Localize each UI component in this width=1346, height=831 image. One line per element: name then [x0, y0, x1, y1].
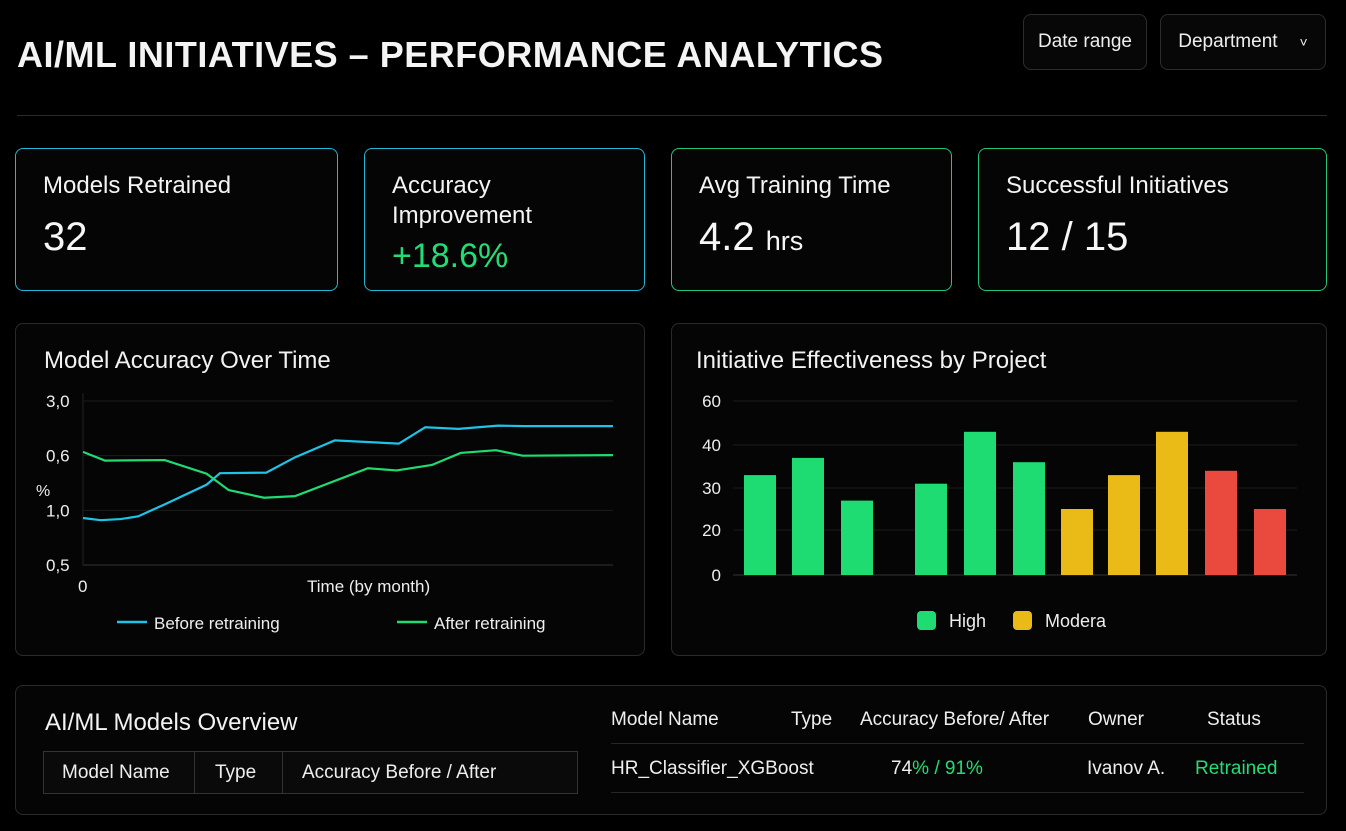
y-axis-label: %	[36, 483, 50, 500]
legend-swatch	[1013, 611, 1032, 630]
bar-moderate	[1061, 509, 1093, 575]
column-header-type[interactable]: Type	[195, 752, 283, 793]
accuracy-after: % / 91%	[912, 758, 983, 779]
legend-label: High	[949, 611, 986, 631]
kpi-unit: hrs	[765, 226, 804, 256]
kpi-accuracy-improvement: Accuracy Improvement +18.6%	[364, 148, 645, 291]
cell-model-name: HR_Classifier_XGBoost	[611, 758, 814, 779]
kpi-avg-training-time: Avg Training Time 4.2 hrs	[671, 148, 952, 291]
cell-accuracy: 74% / 91%	[891, 758, 983, 780]
column-header-status[interactable]: Status	[1207, 709, 1261, 730]
bar-moderate	[1108, 475, 1140, 575]
y-tick-label: 40	[702, 436, 721, 455]
y-tick-label: 30	[702, 479, 721, 498]
legend-label: After retraining	[434, 614, 546, 633]
y-tick-label: 0	[712, 566, 721, 585]
bar-high	[915, 483, 947, 575]
kpi-label: Avg Training Time	[699, 172, 891, 199]
kpi-value: +18.6%	[392, 237, 509, 275]
column-header-model-name[interactable]: Model Name	[44, 752, 195, 793]
table-row[interactable]: HR_Classifier_XGBoost 74% / 91% Ivanov A…	[611, 744, 1304, 792]
kpi-successful-initiatives: Successful Initiatives 12 / 15	[978, 148, 1327, 291]
bar-high	[841, 500, 873, 575]
bar-high	[792, 457, 824, 575]
accuracy-chart-panel	[15, 323, 645, 656]
column-header-accuracy[interactable]: Accuracy Before/ After	[860, 709, 1050, 730]
department-label: Department	[1178, 31, 1278, 52]
accuracy-before: 74	[891, 758, 913, 779]
legend-label: Modera	[1045, 611, 1107, 631]
bar-chart: 0 20 30 40 60 High Modera	[702, 392, 1297, 631]
bar-high	[1013, 462, 1045, 575]
kpi-value: 4.2	[699, 215, 755, 259]
date-range-label: Date range	[1037, 31, 1132, 52]
kpi-models-retrained: Models Retrained 32	[15, 148, 338, 291]
y-tick-label: 0,5	[46, 556, 70, 575]
kpi-value: 12 / 15	[1006, 215, 1129, 259]
bar-high	[964, 431, 996, 575]
header-divider	[17, 115, 1327, 116]
date-range-button[interactable]: Date range	[1023, 14, 1147, 70]
series-line-before	[82, 424, 613, 522]
left-table-header: Model Name Type Accuracy Before / After	[43, 751, 578, 794]
legend-swatch	[917, 611, 936, 630]
kpi-label: Accuracy Improvement	[392, 172, 533, 229]
line-chart: 0,5 1,0 0,6 3,0% 0 Time (by month) Before retr…	[36, 392, 614, 633]
accuracy-chart-title: Model Accuracy Over Time	[44, 347, 331, 374]
kpi-value: 32	[43, 215, 88, 259]
models-overview-title: AI/ML Models Overview	[45, 709, 298, 736]
cell-owner: Ivanov A.	[1087, 758, 1166, 779]
bar-low	[1205, 470, 1237, 575]
row-divider	[611, 792, 1304, 793]
legend-label: Before retraining	[154, 614, 280, 633]
status-badge: Retrained	[1195, 758, 1278, 779]
bar-low	[1254, 509, 1286, 575]
bar-moderate	[1156, 431, 1188, 575]
chevron-down-icon: ˅	[1299, 34, 1308, 50]
column-header-owner[interactable]: Owner	[1088, 709, 1144, 730]
series-line-after	[82, 449, 614, 499]
column-header-type[interactable]: Type	[791, 709, 833, 730]
y-tick-label: 60	[702, 392, 721, 411]
x-tick-label: 0	[78, 577, 87, 596]
y-tick-label: 1,0	[46, 501, 70, 520]
y-tick-label: 0,6	[46, 447, 70, 466]
y-tick-label: 3,0	[46, 392, 70, 411]
row-divider	[611, 743, 1304, 744]
column-header-accuracy[interactable]: Accuracy Before / After	[302, 761, 497, 783]
effectiveness-chart-title: Initiative Effectiveness by Project	[696, 347, 1047, 374]
page-title: AI/ML INITIATIVES – PERFORMANCE ANALYTIC…	[17, 34, 884, 75]
kpi-label: Successful Initiatives	[1006, 172, 1229, 199]
column-header-model-name[interactable]: Model Name	[611, 709, 719, 730]
y-tick-label: 20	[702, 521, 721, 540]
kpi-label: Models Retrained	[43, 172, 232, 199]
department-dropdown[interactable]: Department ˅	[1160, 14, 1326, 70]
x-axis-label: Time (by month)	[307, 577, 430, 596]
bar-high	[744, 475, 776, 575]
